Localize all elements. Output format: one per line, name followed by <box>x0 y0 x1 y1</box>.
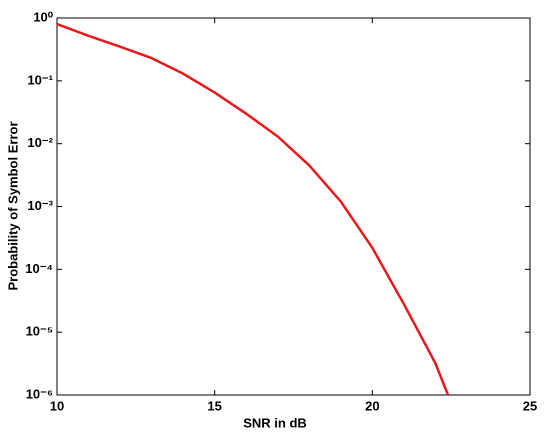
x-tick-label: 25 <box>523 398 537 413</box>
y-tick-label: 10⁻⁵ <box>26 324 53 339</box>
y-tick-label: 10⁻³ <box>27 198 53 213</box>
y-tick-label: 10⁻¹ <box>27 72 53 87</box>
x-tick-label: 20 <box>365 398 379 413</box>
x-tick-label: 10 <box>50 398 64 413</box>
y-tick-label: 10⁻² <box>27 135 53 150</box>
y-tick-label: 10⁻⁴ <box>25 261 53 276</box>
x-tick-label: 15 <box>207 398 221 413</box>
plot-frame <box>56 17 531 396</box>
y-tick-label: 10⁰ <box>33 9 53 24</box>
y-axis-label: Probability of Symbol Error <box>5 121 20 290</box>
y-tick-label: 10⁻⁶ <box>26 386 53 401</box>
data-line <box>56 22 450 396</box>
x-axis-label: SNR in dB <box>243 415 307 430</box>
